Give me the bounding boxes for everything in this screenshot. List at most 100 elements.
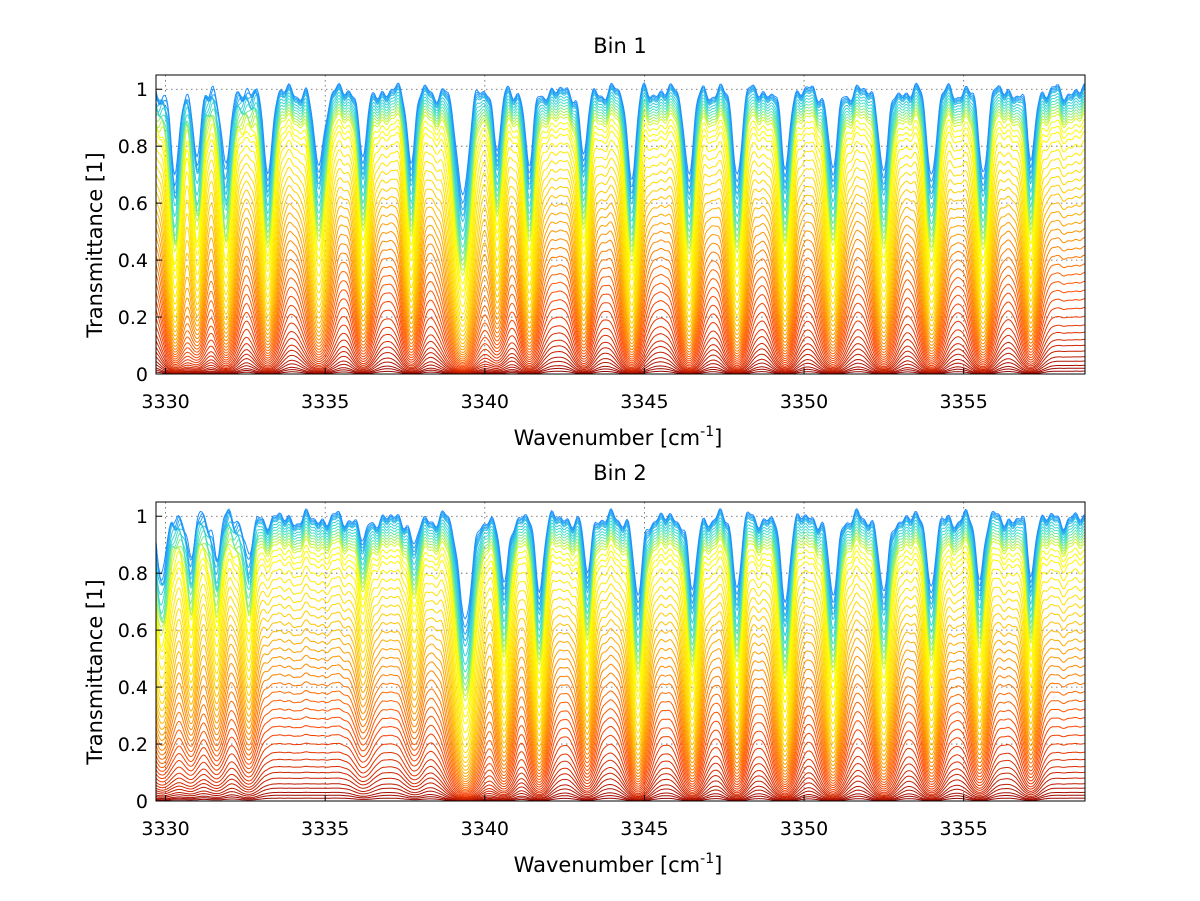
series-line — [156, 758, 1085, 798]
series-line — [156, 344, 1085, 373]
x-tick-label: 3350 — [780, 818, 828, 840]
y-tick-labels: 0 0.2 0.4 0.6 0.8 1 — [118, 506, 162, 813]
series-line — [156, 523, 1085, 673]
series-line — [156, 592, 1085, 754]
series-line — [156, 681, 1085, 787]
series-line — [156, 94, 1085, 241]
series-line — [156, 517, 1085, 657]
series-line — [156, 765, 1085, 799]
series-line — [156, 742, 1085, 797]
series-line — [156, 236, 1085, 356]
y-tick-label: 0.4 — [118, 250, 148, 272]
x-axis-label: Wavenumber [cm-1] — [514, 851, 723, 877]
series-line — [156, 565, 1085, 734]
series-group — [156, 82, 1085, 374]
x-tick-labels: 3330 3335 3340 3345 3350 3355 — [141, 368, 988, 413]
x-tick-label: 3345 — [620, 818, 668, 840]
x-axis-label: Wavenumber [cm-1] — [514, 424, 723, 450]
series-line — [156, 524, 1085, 680]
series-line — [156, 272, 1085, 363]
x-tick-label: 3330 — [141, 391, 189, 413]
series-line — [156, 663, 1085, 783]
series-line — [156, 263, 1085, 362]
series-line — [156, 360, 1085, 374]
series-line — [156, 794, 1085, 801]
series-line — [156, 797, 1085, 801]
series-line — [156, 544, 1085, 710]
series-line — [156, 356, 1085, 374]
chart-panel-bin-1: Bin 1 3330 3335 3340 3345 3350 3355 0 0.2 0.4 0.… — [83, 34, 1086, 450]
series-line — [156, 698, 1085, 790]
series-line — [156, 771, 1085, 800]
series-line — [156, 610, 1085, 763]
series-line — [156, 716, 1085, 793]
y-axis-label: Transmittance [1] — [83, 579, 107, 765]
y-tick-label: 0.8 — [118, 563, 148, 585]
series-line — [156, 350, 1085, 373]
series-line — [156, 510, 1085, 642]
series-line — [156, 636, 1085, 774]
x-tick-label: 3335 — [301, 818, 349, 840]
x-tick-labels: 3330 3335 3340 3345 3350 3355 — [141, 795, 988, 840]
series-line — [156, 245, 1085, 358]
series-line — [156, 201, 1085, 345]
series-line — [156, 690, 1085, 789]
y-tick-label: 0.6 — [118, 193, 148, 215]
series-line — [156, 619, 1085, 768]
series-group — [156, 508, 1085, 801]
series-line — [156, 118, 1085, 285]
series-line — [156, 219, 1085, 351]
series-line — [156, 192, 1085, 341]
chart-title: Bin 2 — [593, 461, 647, 485]
series-line — [156, 535, 1085, 697]
series-line — [156, 254, 1085, 360]
series-line — [156, 338, 1085, 372]
series-line — [156, 628, 1085, 771]
series-line — [156, 556, 1085, 725]
y-tick-label: 0.2 — [118, 734, 148, 756]
series-line — [156, 514, 1085, 647]
series-line — [156, 324, 1085, 371]
y-axis-label: Transmittance [1] — [83, 152, 107, 338]
series-line — [156, 82, 1085, 196]
x-tick-label: 3330 — [141, 818, 189, 840]
chart-panel-bin-2: Bin 2 3330 3335 3340 3345 3350 3355 0 0.2 0.4 0.… — [83, 461, 1086, 877]
series-line — [156, 672, 1085, 785]
series-line — [156, 364, 1085, 374]
y-tick-label: 0 — [136, 364, 148, 386]
x-tick-label: 3340 — [461, 818, 509, 840]
series-line — [156, 538, 1085, 702]
series-line — [156, 791, 1085, 801]
y-tick-label: 0.2 — [118, 307, 148, 329]
series-line — [156, 531, 1085, 692]
axes-frame — [155, 74, 1086, 375]
series-line — [156, 103, 1085, 261]
x-tick-label: 3345 — [620, 391, 668, 413]
x-tick-label: 3350 — [780, 391, 828, 413]
series-line — [156, 298, 1085, 368]
series-line — [156, 175, 1085, 332]
series-line — [156, 157, 1085, 322]
series-line — [156, 315, 1085, 370]
series-line — [156, 583, 1085, 748]
x-tick-label: 3355 — [940, 391, 988, 413]
x-tick-label: 3340 — [461, 391, 509, 413]
series-line — [156, 97, 1085, 248]
series-line — [156, 130, 1085, 299]
y-tick-label: 0.6 — [118, 620, 148, 642]
series-line — [156, 787, 1085, 801]
chart-title: Bin 1 — [593, 34, 647, 58]
series-line — [156, 574, 1085, 741]
series-line — [156, 601, 1085, 759]
series-line — [156, 783, 1085, 801]
series-line — [156, 210, 1085, 348]
series-line — [156, 148, 1085, 315]
series-line — [156, 509, 1085, 628]
axes-frame — [155, 501, 1086, 802]
series-line — [156, 139, 1085, 308]
series-line — [156, 91, 1085, 232]
series-line — [156, 654, 1085, 780]
series-line — [156, 307, 1085, 369]
series-line — [156, 707, 1085, 792]
